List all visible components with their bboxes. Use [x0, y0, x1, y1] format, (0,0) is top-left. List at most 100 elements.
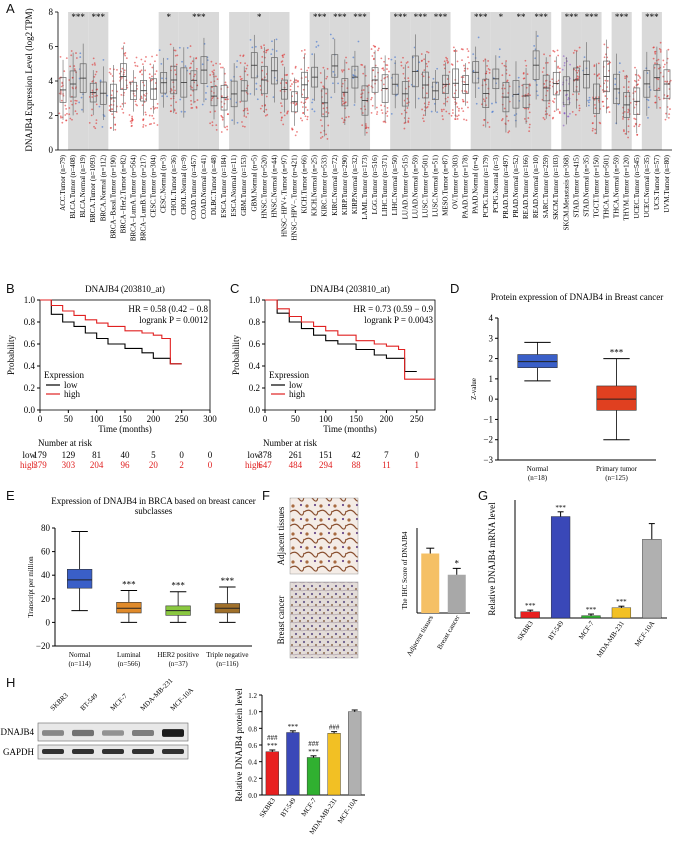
- panel-a-point: [148, 76, 151, 79]
- panel-a-point: [634, 122, 637, 125]
- panel-a-point: [559, 89, 561, 92]
- km-risk-value: 88: [352, 460, 362, 470]
- km-risk-value: 1: [415, 460, 420, 470]
- panel-a-point: [463, 81, 466, 83]
- box-count-label: (n=37): [169, 660, 189, 668]
- panel-a-pair-band: [309, 12, 330, 150]
- panel-a-point: [634, 118, 637, 121]
- panel-a-point: [131, 115, 134, 118]
- panel-a-point: [61, 81, 64, 84]
- panel-a-point: [647, 116, 649, 119]
- bar-category-label: MCF-10A: [633, 620, 656, 648]
- km-risk-value: 81: [92, 450, 101, 460]
- panel-a-point: [386, 106, 389, 109]
- panel-a-category-label: MESO.Tumor (n=87): [442, 154, 450, 216]
- box-category-label: Triple negative: [206, 651, 248, 659]
- panel-a-category-label: LUSC.Normal (n=51): [431, 154, 439, 217]
- panel-a-point: [281, 63, 284, 66]
- panel-a-point: [151, 75, 153, 78]
- panel-a-significance: ***: [393, 12, 407, 22]
- panel-a-point: [491, 111, 494, 113]
- panel-a-point: [657, 87, 660, 90]
- panel-a-point: [591, 122, 594, 125]
- panel-a-point: [569, 63, 571, 66]
- panel-a-point: [123, 52, 126, 55]
- panel-a-point: [315, 46, 318, 48]
- panel-a-point: [380, 104, 383, 107]
- panel-a-point: [387, 57, 390, 60]
- panel-a-point: [260, 45, 263, 48]
- panel-a-point: [556, 49, 559, 52]
- panel-a-point: [658, 47, 661, 50]
- panel-a-point: [247, 112, 249, 115]
- panel-a-point: [603, 56, 606, 59]
- panel-a-point: [659, 49, 662, 51]
- panel-a-point: [214, 110, 216, 113]
- panel-a-point: [121, 67, 124, 70]
- panel-a-point: [463, 118, 465, 121]
- panel-a-pair-band: [410, 12, 431, 150]
- bar-hash: ###: [308, 740, 319, 748]
- km-legend-label: low: [64, 380, 78, 390]
- panel-a-point: [261, 55, 264, 58]
- panel-a-point: [634, 90, 637, 93]
- f-category-label: Breast cancer: [436, 613, 462, 650]
- panel-a-point: [624, 132, 627, 135]
- blot-gapdh-band: [72, 749, 94, 754]
- panel-a-point: [174, 54, 177, 57]
- panel-a-point: [571, 111, 574, 113]
- box-ytick-label: 60: [41, 547, 51, 557]
- panel-a-category-label: STAD.Tumor (n=415): [572, 154, 580, 217]
- panel-a-point: [281, 54, 284, 57]
- bar-ytick-label: 1.0: [248, 709, 257, 717]
- panel-a-point: [73, 68, 76, 70]
- panel-a-point: [325, 77, 328, 80]
- panel-a-category-label: CESC.Normal (n=3): [160, 154, 168, 213]
- box-count-label: (n=125): [605, 474, 628, 482]
- km-xtick-label: 200: [380, 414, 394, 424]
- panel-a-point: [291, 83, 293, 85]
- panel-a-point: [279, 111, 282, 114]
- panel-a-point: [322, 85, 325, 88]
- panel-a-category-label: PRAD.Tumor (n=497): [502, 154, 510, 218]
- blot-gapdh-band: [132, 749, 154, 754]
- panel-a-point: [64, 104, 67, 107]
- panel-a-category-label: BRCA.Tumor (n=1093): [89, 154, 97, 222]
- panel-a-point: [638, 75, 641, 78]
- panel-a-point: [593, 103, 596, 106]
- panel-a-point: [330, 96, 333, 99]
- panel-a-point: [188, 67, 191, 69]
- panel-a-point: [144, 124, 147, 127]
- panel-a-point: [370, 98, 372, 101]
- panel-a-point: [61, 121, 64, 124]
- panel-a-point: [315, 40, 318, 43]
- panel-a-point: [282, 56, 285, 59]
- box-count-label: (n=566): [118, 660, 141, 668]
- panel-a-point: [93, 62, 96, 65]
- panel-a-point: [407, 77, 410, 80]
- panel-a-category-label: PAAD.Normal (n=4): [472, 154, 480, 214]
- panel-a-point: [383, 60, 386, 63]
- panel-a-point: [623, 130, 625, 133]
- panel-a-point: [110, 94, 113, 97]
- panel-a-point: [486, 121, 489, 124]
- panel-a-category-label: BRCA−LumB.Tumor (n=217): [140, 154, 148, 240]
- bar-BT-549: [550, 516, 571, 619]
- km-legend-label: high: [64, 389, 81, 399]
- panel-a-point: [562, 55, 565, 57]
- panel-a-point: [301, 106, 304, 108]
- panel-a-point: [133, 94, 136, 97]
- panel-a-point: [322, 107, 325, 110]
- panel-a-point: [259, 107, 262, 110]
- panel-a-point: [68, 113, 71, 116]
- panel-a-point: [326, 138, 329, 140]
- bar-hash: ###: [329, 724, 340, 732]
- bar-ytick-label: 0.6: [248, 742, 257, 750]
- panel-a-point: [377, 47, 380, 50]
- panel-a-ytick-label: 8: [49, 7, 54, 17]
- panel-a-point: [662, 66, 665, 68]
- panel-a-point: [319, 119, 322, 121]
- box-significance: ***: [221, 576, 235, 586]
- panel-a-category-label: PAAD.Tumor (n=178): [462, 154, 470, 218]
- panel-a-point: [221, 66, 224, 69]
